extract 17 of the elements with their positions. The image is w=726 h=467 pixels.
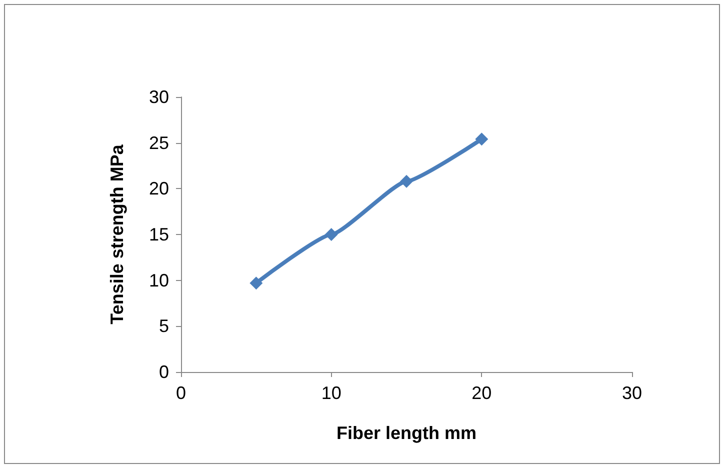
y-tick-label: 5 xyxy=(158,316,169,336)
y-tick-label: 0 xyxy=(158,362,169,382)
x-tick-label: 20 xyxy=(472,383,492,403)
point xyxy=(400,174,413,188)
x-tick-label: 10 xyxy=(321,383,342,403)
point xyxy=(250,276,263,290)
x-tick-label: 0 xyxy=(176,383,186,403)
y-tick-label: 20 xyxy=(148,178,169,199)
x-axis-title: Fiber length mm xyxy=(336,423,477,443)
y-tick-label: 30 xyxy=(148,87,169,107)
point xyxy=(324,228,338,241)
point xyxy=(475,132,488,146)
y-tick-label: 25 xyxy=(148,132,169,153)
y-tick-label: 15 xyxy=(148,224,169,244)
y-axis-title: Tensile strength MPa xyxy=(107,144,127,324)
y-tick-label: 10 xyxy=(148,270,169,290)
x-tick-label: 30 xyxy=(622,383,642,403)
